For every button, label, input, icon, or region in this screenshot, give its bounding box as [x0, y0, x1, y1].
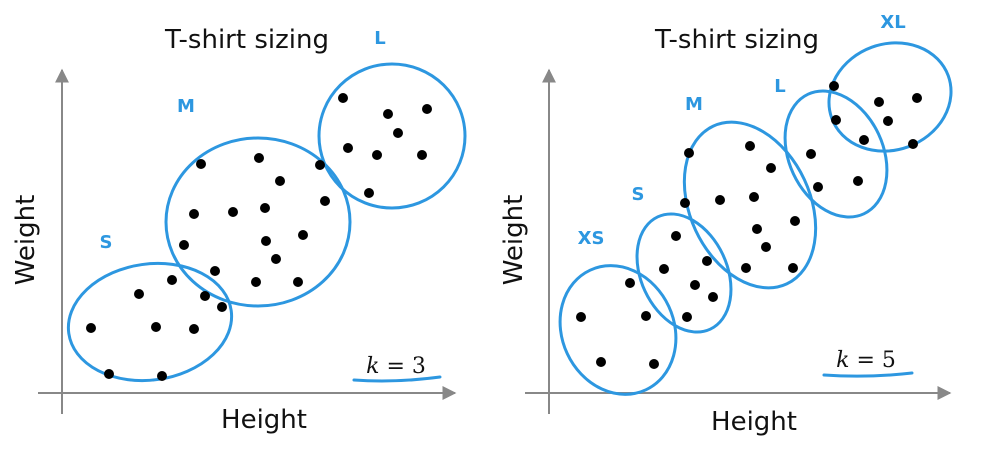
left-cluster-label-s: S — [100, 232, 113, 253]
data-point — [157, 371, 167, 381]
data-point — [228, 207, 238, 217]
data-point — [625, 278, 635, 288]
right-y-axis-label: Weight — [499, 195, 529, 286]
data-point — [364, 188, 374, 198]
data-point — [659, 264, 669, 274]
data-point — [702, 256, 712, 266]
data-point — [196, 159, 206, 169]
data-point — [883, 116, 893, 126]
left-panel: T-shirt sizing Height Weight S M L — [11, 25, 467, 435]
data-point — [217, 302, 227, 312]
data-point — [745, 141, 755, 151]
data-point — [254, 153, 264, 163]
right-cluster-label-xs: XS — [578, 228, 605, 249]
data-point — [151, 322, 161, 332]
data-point — [271, 254, 281, 264]
right-cluster-xs-ellipse — [558, 264, 678, 396]
data-point — [829, 81, 839, 91]
data-point — [813, 182, 823, 192]
left-y-axis-label: Weight — [11, 195, 41, 286]
data-point — [372, 150, 382, 160]
data-point — [831, 115, 841, 125]
data-point — [874, 97, 884, 107]
data-point — [641, 311, 651, 321]
data-point — [912, 93, 922, 103]
left-x-axis-label: Height — [221, 405, 307, 435]
data-point — [251, 277, 261, 287]
data-point — [200, 291, 210, 301]
data-point — [343, 143, 353, 153]
data-point — [790, 216, 800, 226]
left-k-label: k = 3 — [366, 354, 426, 379]
data-point — [859, 135, 869, 145]
data-point — [189, 209, 199, 219]
left-cluster-s-ellipse — [66, 261, 234, 383]
data-point — [684, 148, 694, 158]
data-point — [715, 195, 725, 205]
data-point — [86, 323, 96, 333]
right-cluster-l-ellipse — [783, 89, 889, 219]
data-point — [741, 263, 751, 273]
data-point — [749, 192, 759, 202]
left-k-underline — [352, 375, 442, 383]
data-point — [788, 263, 798, 273]
data-point — [210, 266, 220, 276]
left-points — [86, 93, 432, 381]
data-point — [853, 176, 863, 186]
right-k-label: k = 5 — [836, 348, 896, 373]
right-x-axis-label: Height — [711, 407, 797, 437]
data-point — [680, 198, 690, 208]
data-point — [298, 230, 308, 240]
left-cluster-m-ellipse — [164, 136, 352, 308]
data-point — [752, 224, 762, 234]
data-point — [320, 196, 330, 206]
right-points — [576, 81, 922, 369]
right-cluster-label-xl: XL — [880, 12, 905, 33]
data-point — [766, 163, 776, 173]
data-point — [134, 289, 144, 299]
right-cluster-m-ellipse — [682, 120, 818, 290]
right-cluster-label-m: M — [685, 94, 703, 115]
data-point — [417, 150, 427, 160]
data-point — [315, 160, 325, 170]
data-point — [261, 236, 271, 246]
data-point — [104, 369, 114, 379]
data-point — [806, 149, 816, 159]
right-cluster-label-l: L — [774, 76, 785, 97]
data-point — [393, 128, 403, 138]
data-point — [293, 277, 303, 287]
data-point — [189, 324, 199, 334]
right-cluster-xl-ellipse — [827, 41, 953, 153]
data-point — [422, 104, 432, 114]
data-point — [383, 109, 393, 119]
data-point — [167, 275, 177, 285]
data-point — [708, 292, 718, 302]
right-panel-title: T-shirt sizing — [654, 25, 819, 55]
data-point — [338, 93, 348, 103]
data-point — [179, 240, 189, 250]
data-point — [682, 312, 692, 322]
right-cluster-label-s: S — [632, 184, 645, 205]
data-point — [260, 203, 270, 213]
left-cluster-label-m: M — [177, 96, 195, 117]
data-point — [908, 139, 918, 149]
data-point — [576, 312, 586, 322]
data-point — [761, 242, 771, 252]
data-point — [690, 280, 700, 290]
right-cluster-s-ellipse — [635, 212, 733, 334]
left-panel-title: T-shirt sizing — [164, 25, 329, 55]
left-cluster-l-ellipse — [317, 62, 467, 210]
right-k-underline — [822, 371, 914, 378]
data-point — [596, 357, 606, 367]
left-cluster-label-l: L — [374, 28, 385, 49]
data-point — [649, 359, 659, 369]
data-point — [671, 231, 681, 241]
right-panel: T-shirt sizing Height Weight XS S M L XL — [499, 12, 953, 437]
data-point — [275, 176, 285, 186]
